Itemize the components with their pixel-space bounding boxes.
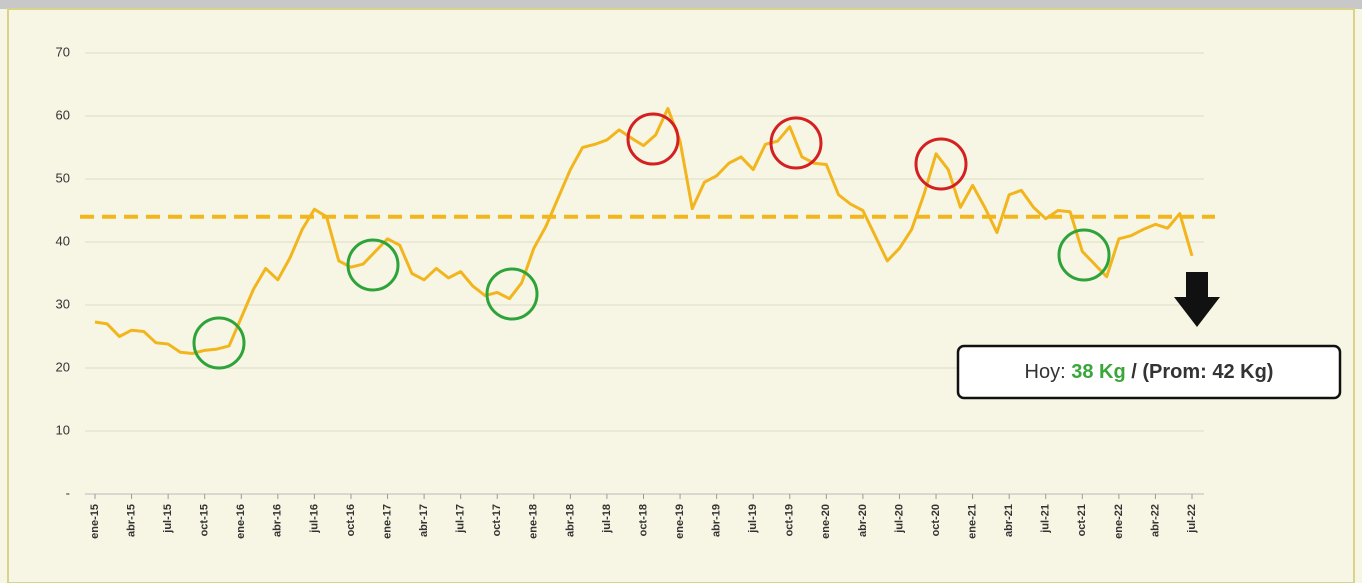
x-tick-label: jul-18 [601,504,613,534]
y-tick-label: 10 [56,422,70,437]
y-tick-label: 70 [56,44,70,59]
annotation: Hoy: 38 Kg / (Prom: 42 Kg) [1025,361,1274,383]
x-tick-label: jul-19 [747,504,759,534]
x-tick-label: jul-20 [893,504,905,534]
green-circle [192,316,246,370]
x-tick-label: oct-19 [784,504,796,536]
top-bar [0,0,1362,9]
x-tick-label: abr-22 [1149,504,1161,537]
x-tick-label: ene-22 [1113,504,1125,539]
x-tick-label: jul-22 [1186,504,1198,534]
annotation-suffix: / (Prom: 42 Kg) [1131,361,1273,383]
red-circle [626,112,680,166]
x-tick-label: oct-21 [1076,504,1088,536]
green-circle [1057,228,1111,282]
x-tick-label: oct-20 [930,504,942,536]
arrow-shaft [1186,272,1208,298]
arrow [1174,272,1220,327]
y-tick-label: 30 [56,296,70,311]
x-tick-label: abr-19 [711,504,723,537]
green-circle [346,238,400,292]
red-circle [914,137,968,191]
x-tick-label: abr-20 [857,504,869,537]
y-tick-label: 60 [56,107,70,122]
x-tick-label: jul-17 [455,504,467,534]
x-tick-label: jul-21 [1040,504,1052,534]
x-tick-label: ene-15 [89,504,101,539]
annotation-current: 38 Kg [1071,361,1125,383]
red-circle [769,116,823,170]
x-tick-label: ene-20 [820,504,832,539]
x-tick-label: oct-16 [345,504,357,536]
x-tick-label: ene-17 [381,504,393,539]
y-tick-label: 20 [56,359,70,374]
x-tick-label: ene-18 [528,504,540,539]
x-tick-label: oct-18 [637,504,649,536]
x-tick-label: ene-21 [967,504,979,539]
line [94,106,1194,356]
x-tick-label: jul-16 [308,504,320,534]
circles [192,112,1111,370]
x-tick-label: abr-16 [272,504,284,537]
x-tick-label: abr-17 [418,504,430,537]
x-tick-label: abr-21 [1003,504,1015,537]
x-tick-label: jul-15 [162,504,174,534]
x-tick-label: oct-17 [491,504,503,536]
x-tick-label: ene-16 [235,504,247,539]
x-tick-label: abr-15 [125,504,137,537]
frame [7,8,1355,583]
arrow-head [1174,297,1220,327]
plot: - 10 20 30 40 50 60 70 ene-15 abr-15 jul-15 oct-15 e… [56,44,1215,539]
x-tick-label: abr-18 [564,504,576,537]
y-tick-label: 50 [56,170,70,185]
annotation-prefix: Hoy: [1025,361,1066,383]
y-tick-label: - [66,485,70,500]
annotation-box [956,344,1342,400]
green-circle [485,267,539,321]
x-tick-label: oct-15 [199,504,211,536]
x-tick-label: ene-19 [674,504,686,539]
y-tick-label: 40 [56,233,70,248]
